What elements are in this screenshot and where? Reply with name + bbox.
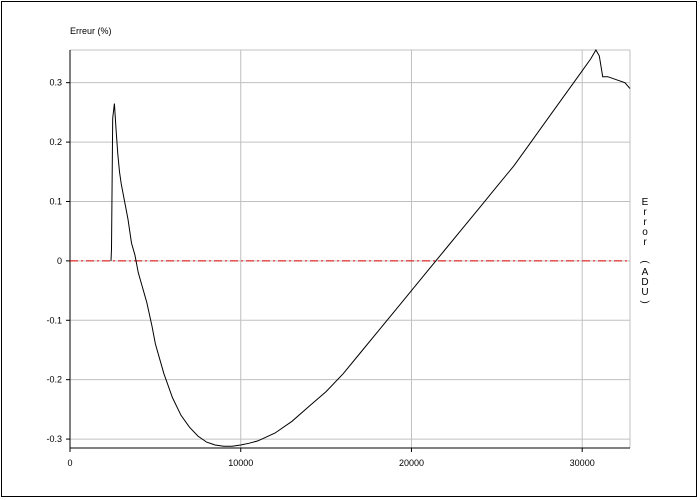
- right-label-char: A: [642, 267, 649, 278]
- x-tick-label: 0: [67, 458, 72, 468]
- y-axis-label: Erreur (%): [70, 26, 112, 36]
- right-label-char: D: [641, 277, 648, 288]
- y-tick-label: 0.1: [49, 196, 62, 206]
- series-line: [110, 49, 631, 447]
- right-label-char: (: [639, 260, 650, 264]
- x-tick-label: 20000: [399, 458, 424, 468]
- y-tick-label: 0.3: [49, 78, 62, 88]
- x-tick-label: 30000: [570, 458, 595, 468]
- y-tick-label: 0.2: [49, 137, 62, 147]
- right-label-char: E: [642, 197, 649, 208]
- y-tick-label: -0.1: [46, 315, 62, 325]
- right-label-char: U: [641, 287, 648, 298]
- y-tick-label: -0.2: [46, 375, 62, 385]
- tick-labels: -0.3 -0.2 -0.1 0 0.1 0.2 0.3 0 10000 20000 30000: [46, 78, 594, 468]
- right-label-char: r: [643, 217, 647, 228]
- y-tick-label: -0.3: [46, 434, 62, 444]
- axes: [66, 50, 630, 452]
- right-label-char: ): [639, 300, 650, 303]
- series-layer: [110, 49, 631, 447]
- right-label-char: r: [643, 207, 647, 218]
- right-label-char: r: [643, 237, 647, 248]
- x-tick-label: 10000: [228, 458, 253, 468]
- right-label-char: o: [642, 227, 648, 238]
- y-tick-label: 0: [57, 256, 62, 266]
- grid: [70, 49, 631, 448]
